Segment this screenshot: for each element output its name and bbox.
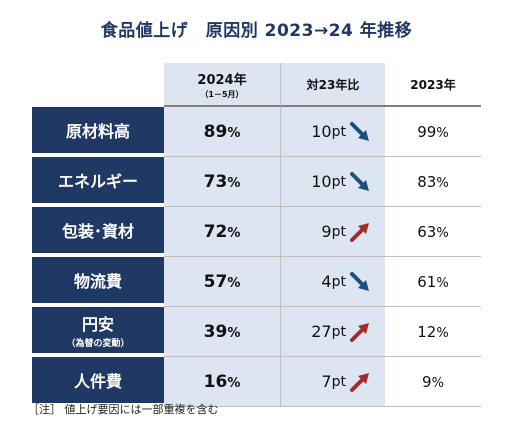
row-label-cell: 物流費 xyxy=(32,257,164,307)
table-row: 原材料高 89% 10 pt 99% xyxy=(32,107,481,157)
arrow-up-right-icon xyxy=(350,222,369,242)
percent-sign: % xyxy=(227,225,241,241)
percent-sign: % xyxy=(227,275,241,291)
change-value: 10 xyxy=(311,172,332,191)
row-label-cell: エネルギー xyxy=(32,157,164,207)
arrow-up-right-icon xyxy=(350,322,369,342)
change-value: 27 xyxy=(311,322,332,341)
value-2023: 12 xyxy=(417,322,437,341)
value-2024: 57 xyxy=(203,271,228,292)
change-value: 7 xyxy=(321,372,332,391)
value-2023: 83 xyxy=(417,172,437,191)
footnote: ［注］ 値上げ要因には一部重複を含む xyxy=(28,403,219,416)
row-label-cell: 人件費 xyxy=(32,357,164,407)
row-label-cell: 円安 （為替の変動） xyxy=(32,307,164,357)
change-value: 10 xyxy=(311,122,332,141)
value-2023: 99 xyxy=(417,122,437,141)
value-2024-cell: 57% xyxy=(164,257,281,307)
table-row: 円安 （為替の変動） 39% 27 pt 12% xyxy=(32,307,481,357)
percent-sign: % xyxy=(436,325,449,341)
row-sublabel: （為替の変動） xyxy=(66,339,130,349)
percent-sign: % xyxy=(436,175,449,191)
value-2023-cell: 61% xyxy=(385,257,481,307)
header-2023: 2023年 xyxy=(385,63,481,107)
change-cell: 10 pt xyxy=(281,157,385,207)
change-unit: pt xyxy=(331,173,346,190)
row-label: 包装･資材 xyxy=(61,222,134,241)
change-unit: pt xyxy=(331,373,346,390)
header-row: 2024年 （1－5月） 対23年比 2023年 xyxy=(32,63,481,107)
value-2023: 9 xyxy=(422,372,432,391)
header-2024-label: 2024年 xyxy=(197,72,247,88)
value-2023-cell: 99% xyxy=(385,107,481,157)
change-cell: 9 pt xyxy=(281,207,385,257)
header-2024: 2024年 （1－5月） xyxy=(164,63,281,107)
change-value: 4 xyxy=(321,272,332,291)
header-vs-2023: 対23年比 xyxy=(281,63,385,107)
change-value: 9 xyxy=(321,222,332,241)
header-2024-sublabel: （1－5月） xyxy=(200,89,244,99)
percent-sign: % xyxy=(227,325,241,341)
percent-sign: % xyxy=(436,275,449,291)
change-unit: pt xyxy=(331,273,346,290)
value-2023-cell: 9% xyxy=(385,357,481,407)
value-2024-cell: 72% xyxy=(164,207,281,257)
change-unit: pt xyxy=(331,223,346,240)
value-2024-cell: 16% xyxy=(164,357,281,407)
value-2023-cell: 12% xyxy=(385,307,481,357)
value-2024: 72 xyxy=(203,221,228,242)
change-cell: 27 pt xyxy=(281,307,385,357)
percent-sign: % xyxy=(227,375,241,391)
arrow-up-right-icon xyxy=(350,372,369,392)
change-unit: pt xyxy=(331,323,346,340)
change-unit: pt xyxy=(331,123,346,140)
value-2023: 61 xyxy=(417,272,437,291)
table-row: 包装･資材 72% 9 pt 63% xyxy=(32,207,481,257)
arrow-down-right-icon xyxy=(350,171,369,191)
value-2024-cell: 39% xyxy=(164,307,281,357)
table-row: 物流費 57% 4 pt 61% xyxy=(32,257,481,307)
value-2023-cell: 63% xyxy=(385,207,481,257)
percent-sign: % xyxy=(227,125,241,141)
value-2024-cell: 89% xyxy=(164,107,281,157)
row-label-cell: 原材料高 xyxy=(32,107,164,157)
row-label: 物流費 xyxy=(73,272,122,291)
value-2024-cell: 73% xyxy=(164,157,281,207)
value-2024: 16 xyxy=(203,371,228,392)
table-row: 人件費 16% 7 pt 9% xyxy=(32,357,481,407)
row-label: 円安 xyxy=(81,315,114,334)
header-corner xyxy=(32,63,164,107)
percent-sign: % xyxy=(436,225,449,241)
value-2024: 73 xyxy=(203,171,228,192)
percent-sign: % xyxy=(431,375,444,391)
value-2023-cell: 83% xyxy=(385,157,481,207)
change-cell: 7 pt xyxy=(281,357,385,407)
row-label: 原材料高 xyxy=(65,122,130,141)
value-2024: 89 xyxy=(203,121,228,142)
data-table: 2024年 （1－5月） 対23年比 2023年 原材料高 89% 10 pt 99% エ… xyxy=(32,63,481,407)
change-cell: 4 pt xyxy=(281,257,385,307)
table-row: エネルギー 73% 10 pt 83% xyxy=(32,157,481,207)
value-2024: 39 xyxy=(203,321,228,342)
percent-sign: % xyxy=(436,125,449,141)
percent-sign: % xyxy=(227,175,241,191)
arrow-down-right-icon xyxy=(350,121,369,141)
row-label: エネルギー xyxy=(57,172,138,191)
change-cell: 10 pt xyxy=(281,107,385,157)
value-2023: 63 xyxy=(417,222,437,241)
page-title: 食品値上げ 原因別 2023→24 年推移 xyxy=(100,21,413,41)
arrow-down-right-icon xyxy=(350,271,369,291)
row-label: 人件費 xyxy=(73,372,122,391)
row-label-cell: 包装･資材 xyxy=(32,207,164,257)
